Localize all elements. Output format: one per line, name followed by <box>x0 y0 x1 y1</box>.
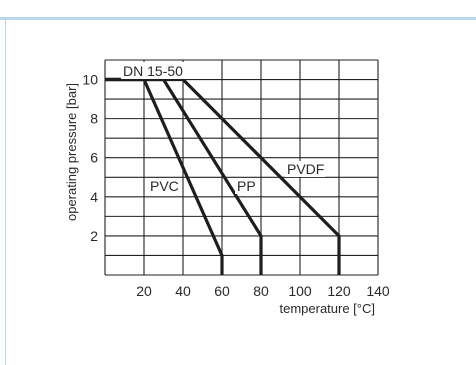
series-label-bg-pp <box>235 178 257 194</box>
series-pvdf <box>105 77 341 275</box>
x-axis-label: temperature [°C] <box>279 301 375 316</box>
annotation-dn: DN 15-50 <box>123 63 183 79</box>
series-labels: PVC PP PVDF <box>148 161 325 194</box>
y-tick-6: 6 <box>90 150 98 166</box>
y-tick-2: 2 <box>90 228 98 244</box>
series-label-pp: PP <box>237 178 256 194</box>
frame-top-border <box>0 17 476 20</box>
x-tick-120: 120 <box>327 283 351 299</box>
series-label-pvc: PVC <box>150 178 179 194</box>
series-lines <box>105 77 341 275</box>
y-axis-label: operating pressure [bar] <box>64 83 79 221</box>
series-label-bg-pvdf <box>285 161 325 177</box>
grid <box>104 59 379 276</box>
annotation-bg <box>121 62 187 79</box>
series-label-bg-pvc <box>148 178 179 194</box>
frame-left-border <box>5 17 6 365</box>
tick-labels: 20 40 60 80 100 120 140 2 4 6 8 10 <box>82 72 389 299</box>
y-tick-8: 8 <box>90 111 98 127</box>
y-tick-10: 10 <box>82 72 98 88</box>
y-tick-4: 4 <box>90 189 98 205</box>
series-label-pvdf: PVDF <box>287 161 324 177</box>
x-tick-20: 20 <box>136 283 152 299</box>
x-tick-40: 40 <box>175 283 191 299</box>
x-tick-140: 140 <box>366 283 390 299</box>
x-tick-100: 100 <box>288 283 312 299</box>
x-tick-80: 80 <box>253 283 269 299</box>
x-tick-60: 60 <box>214 283 230 299</box>
